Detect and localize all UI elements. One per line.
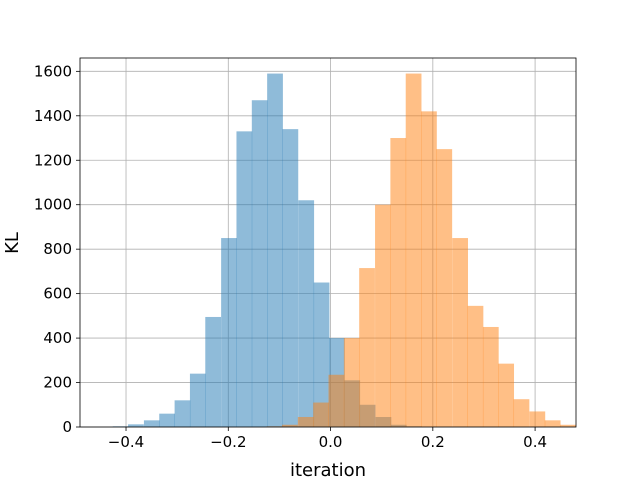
y-axis-ticks: 0 200 400 600 800 1000 1200 1400 1600 (34, 62, 80, 436)
histogram-bar (498, 363, 515, 427)
x-tick-label: 0.0 (319, 433, 343, 451)
histogram-bar (482, 326, 499, 427)
histogram-bar (143, 420, 160, 427)
histogram-bar (251, 100, 268, 428)
x-tick-label: −0.4 (108, 433, 144, 451)
x-tick-label: 0.4 (523, 433, 547, 451)
histogram-bar (297, 416, 314, 427)
histogram-bar (221, 238, 237, 427)
histogram-bar (452, 238, 468, 427)
histogram-bar (421, 111, 437, 427)
histogram-bar (343, 338, 360, 427)
histogram-bars (112, 73, 576, 428)
x-axis-label: iteration (290, 460, 366, 480)
histogram-bar (159, 413, 176, 427)
histogram-bar (205, 316, 222, 427)
y-tick-label: 0 (62, 418, 72, 436)
y-tick-label: 1600 (34, 62, 72, 80)
histogram-bar (359, 268, 375, 427)
x-tick-label: 0.2 (421, 433, 445, 451)
histogram-bar (529, 411, 546, 427)
histogram-bar (560, 424, 576, 427)
y-axis-label: KL (2, 232, 23, 254)
histogram-bar (281, 424, 298, 427)
y-tick-label: 1000 (34, 196, 72, 214)
grid-lines (80, 58, 576, 428)
histogram-bar (375, 204, 391, 427)
y-tick-label: 200 (43, 374, 72, 392)
x-tick-label: −0.2 (210, 433, 246, 451)
y-tick-label: 600 (43, 285, 72, 303)
histogram-bar (189, 373, 206, 427)
histogram-bar (328, 374, 345, 427)
histogram-bar (467, 305, 484, 427)
histogram-bar (405, 73, 422, 427)
x-axis-ticks: −0.4 −0.2 0.0 0.2 0.4 (108, 427, 547, 451)
histogram-bar (174, 400, 191, 427)
histogram-bar (390, 138, 407, 427)
histogram-bar (298, 200, 315, 427)
y-tick-label: 1200 (34, 151, 72, 169)
histogram-bar (313, 402, 329, 427)
plot-frame (79, 57, 577, 428)
y-tick-label: 800 (43, 240, 72, 258)
histogram-bar (544, 420, 561, 427)
histogram-bar (267, 73, 283, 427)
histogram-bar (282, 129, 299, 428)
histogram-bar (128, 424, 144, 427)
y-tick-label: 400 (43, 329, 72, 347)
histogram-bar (236, 131, 253, 428)
histogram-bar (313, 282, 330, 427)
histogram-bar (513, 399, 530, 427)
y-tick-label: 1400 (34, 107, 72, 125)
histogram-bar (436, 149, 453, 427)
